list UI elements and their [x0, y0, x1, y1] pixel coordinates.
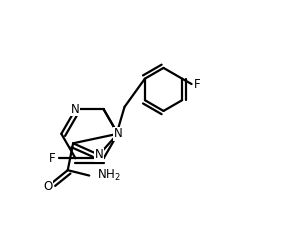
Text: N: N: [95, 148, 103, 161]
Text: F: F: [49, 152, 56, 165]
Text: N: N: [113, 127, 122, 140]
Text: N: N: [71, 103, 80, 116]
Text: F: F: [194, 78, 200, 90]
Text: O: O: [43, 180, 52, 193]
Text: NH$_2$: NH$_2$: [97, 168, 121, 183]
